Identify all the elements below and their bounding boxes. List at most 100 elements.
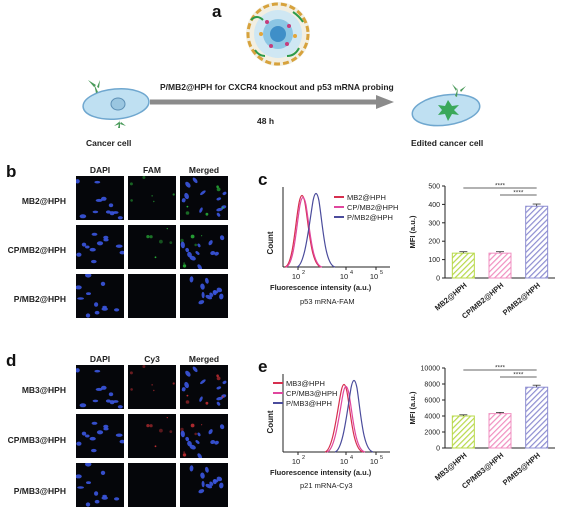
hist-e-legend-2: CP/MB3@HPH — [286, 388, 338, 398]
hist-c-xtick-exp-2: 4 — [350, 270, 353, 276]
bar-e-ytick-label-3: 6000 — [424, 398, 440, 405]
edited-cell-label: Edited cancer cell — [411, 138, 484, 148]
panel-d-row-3: P/MB3@HPH — [13, 486, 66, 496]
panel-b-row-3: P/MB2@HPH — [13, 294, 66, 304]
bar-e-ytick-label-4: 8000 — [424, 382, 440, 389]
panel-b-merged-tile-2 — [180, 225, 228, 269]
hist-e-curve-mb3 — [324, 383, 364, 453]
bar-c-ytick-label-4: 400 — [428, 202, 440, 209]
bar-c-bar-2 — [525, 205, 549, 279]
panel-d-letter: d — [6, 351, 17, 370]
process-arrow — [150, 95, 394, 109]
panel-b-merged-tile-1 — [180, 176, 228, 220]
panel-a-letter: a — [212, 2, 222, 21]
panel-b-merged-tile-3 — [180, 274, 228, 318]
panel-d-col-dapi: DAPI — [89, 354, 111, 364]
bar-c-ytick-label-3: 300 — [428, 220, 440, 227]
bar-c-sig-1: **** — [495, 183, 506, 190]
bar-e-bar-1 — [488, 413, 512, 449]
hist-c-xlabel: Fluorescence intensity (a.u.) — [270, 283, 372, 292]
bar-e-bar-2 — [525, 386, 549, 449]
incubation-time: 48 h — [257, 116, 275, 126]
hist-e-xtick-exp-3: 5 — [380, 455, 383, 461]
panel-b-dapi-tile-1 — [76, 176, 124, 220]
hist-e-legend-1: MB3@HPH — [286, 378, 325, 388]
panel-b-col-fam: FAM — [143, 165, 161, 175]
hist-e-curve-pmb3 — [334, 379, 374, 453]
panel-d-merged-tile-1 — [180, 365, 228, 409]
panel-e-letter: e — [258, 357, 268, 376]
histogram-e: Count 10 2 10 4 10 5 — [266, 374, 390, 466]
hist-e-legend-3: P/MB3@HPH — [286, 398, 332, 408]
bar-c-category-0: MB2@HPH — [433, 281, 469, 313]
panel-d-merged-tile-3 — [180, 463, 228, 507]
hist-e-caption: p21 mRNA-Cy3 — [300, 481, 353, 490]
panel-d-dapi-tile-3 — [76, 463, 124, 507]
histogram-c-ylabel: Count — [266, 231, 275, 254]
hist-e-xlabel: Fluorescence intensity (a.u.) — [270, 468, 372, 477]
hist-c-xtick-exp-3: 5 — [380, 270, 383, 276]
hist-c-curve-cpmb2 — [285, 196, 323, 268]
hist-c-xtick-2: 10 — [340, 272, 348, 281]
histogram-e-ylabel: Count — [266, 410, 275, 433]
hist-e-xtick-1: 10 — [292, 457, 300, 466]
hist-e-xtick-exp-2: 4 — [350, 455, 353, 461]
hist-c-legend: MB2@HPH CP/MB2@HPH P/MB2@HPH — [334, 192, 398, 222]
panel-c-letter: c — [258, 170, 268, 189]
panel-d-red-tile-3 — [128, 463, 176, 507]
nanoparticle-illustration — [246, 2, 310, 66]
bar-c-bar-0 — [451, 252, 475, 279]
hist-c-legend-2: CP/MB2@HPH — [347, 202, 399, 212]
cancer-cell-label: Cancer cell — [86, 138, 132, 148]
bar-c-sig-2: **** — [513, 190, 524, 197]
bar-c-ytick-label-5: 500 — [428, 184, 440, 191]
bar-e-bar-0 — [451, 415, 475, 449]
hist-c-legend-3: P/MB2@HPH — [347, 212, 393, 222]
bar-e-category-2: P/MB3@HPH — [501, 451, 542, 488]
panel-d-col-merged: Merged — [188, 354, 220, 364]
hist-c-xtick-exp-1: 2 — [302, 270, 305, 276]
histogram-c: Count 10 2 10 4 10 5 — [266, 187, 390, 281]
bar-e-sig-2: **** — [513, 372, 524, 379]
panel-b-letter: b — [6, 162, 17, 181]
hist-e-curve-cpmb3 — [326, 385, 366, 453]
cancer-cell-illustration — [82, 80, 150, 128]
panel-d-col-cy3: Cy3 — [144, 354, 160, 364]
bar-c-category-2: P/MB2@HPH — [501, 281, 542, 318]
edited-cell-illustration — [411, 84, 481, 127]
bar-e-ytick-label-1: 2000 — [424, 430, 440, 437]
panel-b-green-tile-2 — [128, 225, 176, 269]
hist-e-legend: MB3@HPH CP/MB3@HPH P/MB3@HPH — [273, 378, 337, 408]
bar-e-ylabel: MFI (a.u.) — [408, 391, 417, 424]
bar-e-ytick-label-2: 4000 — [424, 414, 440, 421]
hist-c-curve-pmb2 — [296, 192, 336, 268]
hist-e-xtick-3: 10 — [370, 457, 378, 466]
panel-b-col-merged: Merged — [188, 165, 220, 175]
hist-e-xtick-exp-1: 2 — [302, 455, 305, 461]
hist-c-legend-1: MB2@HPH — [347, 192, 386, 202]
panel-b-col-dapi: DAPI — [89, 165, 111, 175]
panel-d-dapi-tile-2 — [76, 414, 124, 458]
panel-b-dapi-tile-2 — [76, 225, 124, 269]
bar-e-ytick-label-0: 0 — [436, 446, 440, 453]
panel-d-red-tile-1 — [128, 365, 176, 409]
hist-c-xtick-3: 10 — [370, 272, 378, 281]
bar-e-sig-1: **** — [495, 365, 506, 372]
panel-d-row-1: MB3@HPH — [21, 385, 66, 395]
panel-d-row-2: CP/MB3@HPH — [7, 435, 66, 445]
bar-e-category-0: MB3@HPH — [433, 451, 469, 483]
scale-bar — [216, 321, 226, 323]
bar-c-ytick-label-2: 200 — [428, 239, 440, 246]
hist-c-xtick-1: 10 — [292, 272, 300, 281]
bar-e-ytick-label-5: 10000 — [421, 366, 441, 373]
panel-b-row-2: CP/MB2@HPH — [7, 245, 66, 255]
panel-d-merged-tile-2 — [180, 414, 228, 458]
bar-c-bar-1 — [488, 252, 512, 279]
panel-b-green-tile-3 — [128, 274, 176, 318]
bar-c-ytick-label-1: 100 — [428, 257, 440, 264]
panel-a-title: P/MB2@HPH for CXCR4 knockout and p53 mRN… — [160, 82, 394, 92]
panel-b-row-1: MB2@HPH — [21, 196, 66, 206]
panel-b-green-tile-1 — [128, 176, 176, 220]
